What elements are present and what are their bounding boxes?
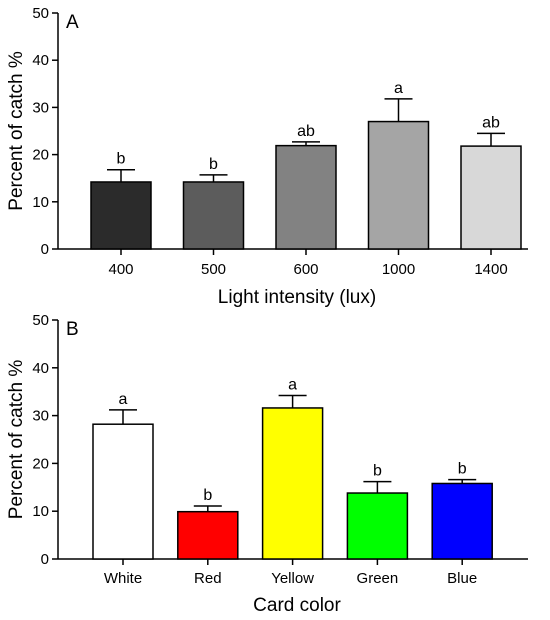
significance-letter: b	[203, 487, 212, 504]
y-tick-label: 40	[32, 52, 49, 69]
significance-letter: b	[373, 463, 382, 480]
y-tick-label: 0	[41, 241, 49, 258]
bar	[431, 482, 493, 560]
significance-letter: b	[117, 151, 126, 168]
x-tick-label: 400	[108, 261, 133, 278]
bar	[261, 407, 324, 560]
x-axis-title: Card color	[253, 595, 341, 616]
x-tick-label: 1400	[474, 261, 507, 278]
y-tick-label: 40	[32, 360, 49, 377]
y-tick-label: 0	[41, 551, 49, 568]
y-axis-title: Percent of catch %	[6, 51, 27, 211]
significance-letter: b	[209, 156, 218, 173]
x-tick-label: Green	[357, 570, 399, 587]
x-tick-label: 500	[201, 261, 226, 278]
significance-letter: a	[119, 391, 128, 408]
y-tick-label: 10	[32, 194, 49, 211]
x-tick-label: 600	[293, 261, 318, 278]
significance-letter: ab	[297, 123, 315, 140]
significance-letter: a	[288, 377, 297, 394]
panel-label: A	[66, 12, 79, 33]
y-tick-label: 30	[32, 408, 49, 425]
x-tick-label: Red	[194, 570, 222, 587]
bar	[460, 145, 522, 250]
bar	[346, 492, 409, 560]
bar	[275, 144, 337, 250]
significance-letter: a	[394, 80, 403, 97]
y-tick-label: 10	[32, 503, 49, 520]
y-tick-label: 50	[32, 5, 49, 22]
bar	[92, 423, 154, 560]
bar	[177, 510, 239, 560]
bar	[367, 120, 430, 250]
panel-b: B 0 10 20 30 40 50 Percent of catch % a White b Red…	[6, 312, 528, 616]
panel-label: B	[66, 319, 79, 340]
x-tick-label: White	[104, 570, 142, 587]
significance-letter: ab	[482, 114, 500, 131]
y-axis-title: Percent of catch %	[6, 360, 27, 520]
y-tick-label: 50	[32, 312, 49, 329]
bar	[182, 181, 245, 250]
x-tick-label: Yellow	[271, 570, 314, 587]
x-tick-label: Blue	[447, 570, 477, 587]
bar	[90, 181, 152, 250]
panel-a: A 0 10 20 30 40 50 Percent of catch % b 400 b 500 ab…	[6, 5, 528, 308]
x-axis-title: Light intensity (lux)	[218, 287, 376, 308]
y-tick-label: 30	[32, 99, 49, 116]
x-tick-label: 1000	[382, 261, 415, 278]
y-tick-label: 20	[32, 455, 49, 472]
significance-letter: b	[458, 461, 467, 478]
y-tick-label: 20	[32, 147, 49, 164]
